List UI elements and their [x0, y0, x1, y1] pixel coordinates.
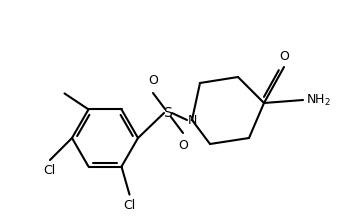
Text: Cl: Cl [43, 164, 55, 177]
Text: O: O [178, 139, 188, 152]
Text: S: S [164, 106, 172, 120]
Text: Cl: Cl [123, 199, 136, 212]
Text: O: O [279, 50, 289, 63]
Text: N: N [187, 114, 197, 126]
Text: O: O [148, 74, 158, 87]
Text: NH$_2$: NH$_2$ [306, 92, 331, 107]
